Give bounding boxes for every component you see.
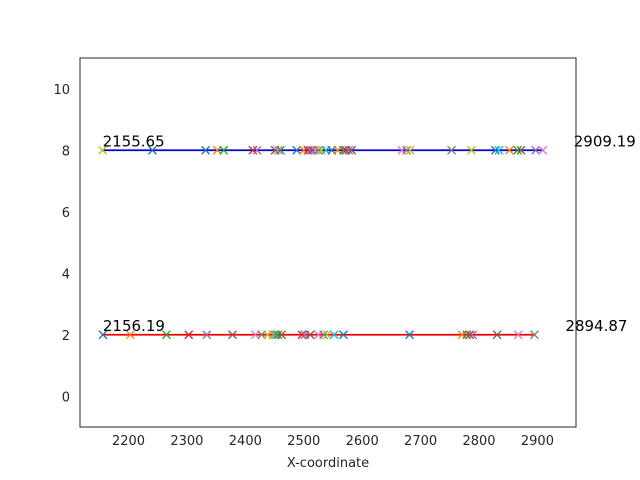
- data-point: [273, 145, 283, 155]
- data-point: [447, 145, 457, 155]
- data-point: [468, 330, 478, 340]
- end-value-label: 2909.19: [574, 132, 636, 150]
- data-point: [248, 145, 258, 155]
- data-point: [202, 330, 212, 340]
- y-tick-label: 0: [62, 390, 70, 405]
- x-tick-label: 2900: [521, 434, 554, 449]
- data-point: [513, 145, 523, 155]
- data-point: [494, 145, 504, 155]
- data-point: [98, 145, 108, 155]
- y-tick-label: 8: [62, 144, 70, 159]
- data-point: [184, 330, 194, 340]
- y-tick-label: 10: [53, 83, 70, 98]
- end-value-label: 2894.87: [565, 317, 627, 335]
- data-point: [405, 330, 414, 340]
- data-point: [504, 145, 514, 155]
- data-point: [212, 145, 222, 155]
- data-point: [250, 330, 260, 340]
- series-markers: [98, 145, 548, 340]
- data-point: [305, 330, 315, 340]
- data-point: [252, 145, 262, 155]
- y-tick-label: 4: [62, 267, 70, 282]
- y-tick-label: 6: [62, 206, 70, 221]
- data-point: [329, 330, 339, 340]
- start-value-label: 2156.19: [103, 317, 165, 335]
- data-point: [516, 145, 526, 155]
- x-tick-label: 2200: [112, 434, 145, 449]
- data-point: [513, 330, 523, 340]
- x-tick-label: 2600: [346, 434, 379, 449]
- data-point: [292, 145, 302, 155]
- data-point: [299, 145, 309, 155]
- data-point: [465, 330, 475, 340]
- x-tick-label: 2700: [404, 434, 437, 449]
- data-point: [125, 330, 135, 340]
- data-point: [297, 330, 307, 340]
- start-value-label: 2155.65: [103, 132, 165, 150]
- data-point: [492, 330, 502, 340]
- data-point: [319, 330, 329, 340]
- y-tick-label: 2: [62, 329, 70, 344]
- data-point: [322, 330, 332, 340]
- axis-ticks: 2200 2300 2400 2500 2600 2700 2800 2900 0 2 4 6 8 10: [53, 83, 554, 449]
- end-labels: 2155.65 2909.19 2156.19 2894.87: [103, 132, 636, 335]
- data-point: [275, 145, 285, 155]
- x-tick-label: 2800: [462, 434, 495, 449]
- data-point: [201, 145, 211, 155]
- data-point: [147, 145, 157, 155]
- data-point: [339, 330, 348, 340]
- x-tick-label: 2500: [287, 434, 320, 449]
- data-point: [162, 330, 171, 340]
- data-point: [277, 330, 287, 340]
- data-point: [538, 145, 548, 155]
- data-point: [531, 145, 541, 155]
- data-point: [344, 145, 354, 155]
- data-point: [219, 145, 229, 155]
- x-tick-label: 2400: [229, 434, 262, 449]
- data-point: [490, 145, 500, 155]
- data-point: [273, 330, 283, 340]
- data-point: [98, 330, 108, 340]
- data-point: [228, 330, 237, 340]
- plot-background: [80, 58, 576, 427]
- data-point: [347, 145, 357, 155]
- x-axis-label: X-coordinate: [287, 456, 369, 471]
- plot-frame: [79, 57, 577, 428]
- data-point: [402, 145, 412, 155]
- data-point: [529, 330, 539, 340]
- x-tick-label: 2300: [170, 434, 203, 449]
- data-point: [466, 145, 476, 155]
- data-point: [405, 145, 415, 155]
- data-point: [313, 145, 323, 155]
